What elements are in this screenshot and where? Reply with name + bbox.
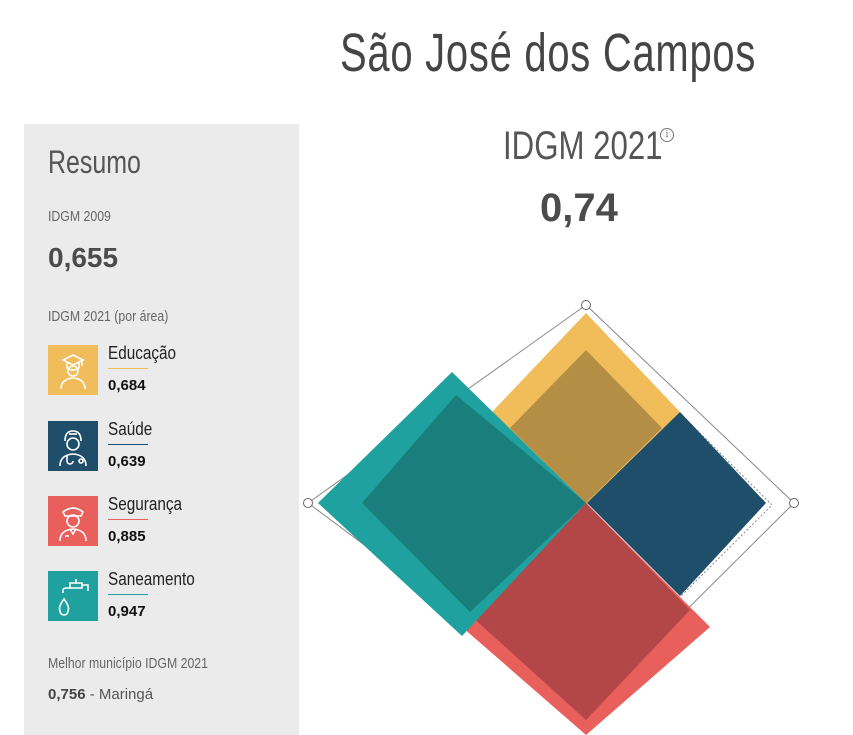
- handle-right[interactable]: [789, 498, 799, 508]
- summary-panel: Resumo IDGM 2009 0,655 IDGM 2021 (por ár…: [24, 124, 299, 735]
- dashed-guide: [679, 412, 773, 598]
- graduate-icon: [48, 345, 98, 395]
- faucet-icon: [48, 571, 98, 621]
- area-value-educacao: 0,684: [108, 377, 146, 394]
- handle-left[interactable]: [303, 498, 313, 508]
- idgm-by-area-label: IDGM 2021 (por área): [48, 308, 169, 325]
- diamond-saude: [587, 412, 766, 596]
- area-name-seguranca: Segurança: [108, 494, 183, 514]
- idgm-2021-title: IDGM 2021: [503, 124, 663, 168]
- area-value-seguranca: 0,885: [108, 528, 146, 545]
- best-municipality-name: - Maringá: [85, 686, 154, 703]
- police-officer-icon: [48, 496, 98, 546]
- info-icon[interactable]: i: [660, 128, 674, 142]
- idgm-2009-value: 0,655: [48, 242, 119, 273]
- diamond-saneamento-inner: [362, 395, 586, 612]
- area-name-educacao: Educação: [108, 343, 177, 363]
- area-divider: [108, 594, 148, 595]
- idgm-2009-label: IDGM 2009: [48, 208, 111, 225]
- area-name-saude: Saúde: [108, 419, 153, 439]
- doctor-icon: [48, 421, 98, 471]
- area-divider: [108, 368, 148, 369]
- area-value-saneamento: 0,947: [108, 603, 146, 620]
- summary-title: Resumo: [48, 144, 141, 180]
- area-value-saude: 0,639: [108, 453, 146, 470]
- area-divider: [108, 519, 148, 520]
- best-municipality: 0,756 - Maringá: [48, 686, 153, 703]
- area-divider: [108, 444, 148, 445]
- area-name-saneamento: Saneamento: [108, 569, 195, 589]
- diamond-seguranca-inner: [470, 503, 690, 720]
- diamond-educacao-inner: [510, 350, 662, 503]
- handle-top[interactable]: [581, 300, 591, 310]
- best-municipality-value: 0,756: [48, 686, 86, 703]
- idgm-2021-value: 0,74: [540, 186, 618, 230]
- best-municipality-label: Melhor município IDGM 2021: [48, 655, 208, 672]
- city-title: São José dos Campos: [340, 23, 757, 83]
